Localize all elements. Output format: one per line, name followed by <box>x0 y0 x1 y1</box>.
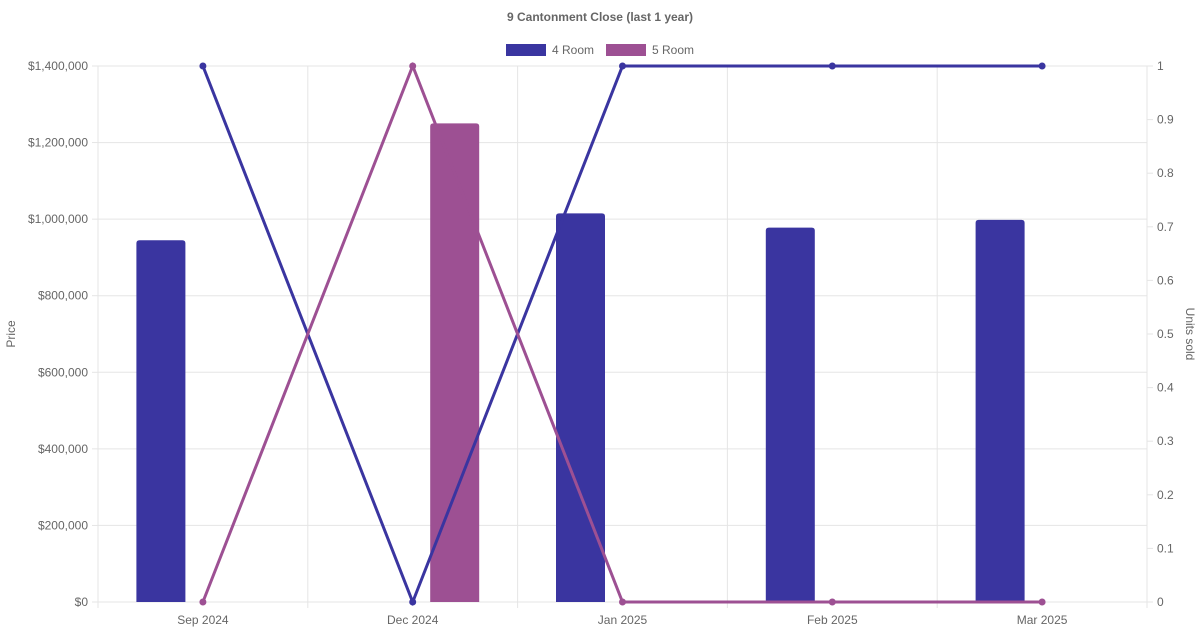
point-5-room[interactable] <box>619 598 626 606</box>
legend-item-4-room[interactable]: 4 Room <box>506 43 594 57</box>
point-4-room[interactable] <box>199 62 207 70</box>
y-right-tick-label: 0.6 <box>1157 273 1174 287</box>
bar-4-room[interactable] <box>556 213 605 602</box>
line-5-room <box>201 61 1043 604</box>
y-right-tick-label: 0.1 <box>1157 541 1174 555</box>
y-left-tick-label: $600,000 <box>38 365 88 379</box>
legend[interactable]: 4 Room 5 Room <box>506 43 694 57</box>
y-left-axis-title: Price <box>4 320 18 348</box>
x-tick-label: Feb 2025 <box>807 613 858 627</box>
gridlines <box>97 65 1148 608</box>
point-4-room[interactable] <box>1038 62 1046 70</box>
point-4-room[interactable] <box>828 62 836 70</box>
unit-lines <box>199 61 1046 607</box>
legend-label: 4 Room <box>552 43 594 57</box>
y-left-tick-label: $200,000 <box>38 518 88 532</box>
bar-4-room[interactable] <box>136 240 186 602</box>
bar-4-room[interactable] <box>975 219 1025 602</box>
point-5-room[interactable] <box>199 598 207 606</box>
y-right-tick-label: 0.3 <box>1157 434 1174 448</box>
point-5-room[interactable] <box>828 598 836 606</box>
point-4-room[interactable] <box>409 598 417 606</box>
x-tick-label: Sep 2024 <box>177 613 229 627</box>
chart-title: 9 Cantonment Close (last 1 year) <box>507 10 693 24</box>
y-right-tick-label: 0.9 <box>1157 113 1174 127</box>
legend-swatch <box>506 44 546 56</box>
legend-item-5-room[interactable]: 5 Room <box>606 43 694 57</box>
y-right-tick-label: 0.5 <box>1157 327 1174 341</box>
y-right-tick-label: 0.8 <box>1157 166 1174 180</box>
legend-label: 5 Room <box>652 43 694 57</box>
bar-4-room[interactable] <box>765 227 815 602</box>
y-right-axis-title: Units sold <box>1183 308 1197 361</box>
point-5-room[interactable] <box>1038 598 1046 606</box>
y-left-tick-label: $800,000 <box>38 289 88 303</box>
y-left-tick-label: $1,200,000 <box>28 136 88 150</box>
line-4-room <box>201 64 1043 607</box>
x-tick-label: Jan 2025 <box>598 613 648 627</box>
legend-swatch <box>606 44 646 56</box>
point-5-room[interactable] <box>409 62 417 70</box>
point-4-room[interactable] <box>619 62 626 70</box>
y-left-tick-label: $1,000,000 <box>28 212 88 226</box>
y-right-tick-label: 0.2 <box>1157 488 1174 502</box>
y-right-tick-label: 0 <box>1157 595 1164 609</box>
y-right-tick-label: 1 <box>1157 59 1164 73</box>
y-left-tick-label: $400,000 <box>38 442 88 456</box>
axes: $0 $200,000 $400,000 $600,000 $800,000 $1,000… <box>28 59 1174 627</box>
x-tick-label: Dec 2024 <box>387 613 439 627</box>
bar-5-room[interactable] <box>430 123 480 602</box>
y-right-tick-label: 0.4 <box>1157 381 1174 395</box>
x-tick-label: Mar 2025 <box>1017 613 1068 627</box>
y-left-tick-label: $0 <box>75 595 89 609</box>
y-left-tick-label: $1,400,000 <box>28 59 88 73</box>
bars <box>136 123 1025 602</box>
y-right-tick-label: 0.7 <box>1157 220 1174 234</box>
